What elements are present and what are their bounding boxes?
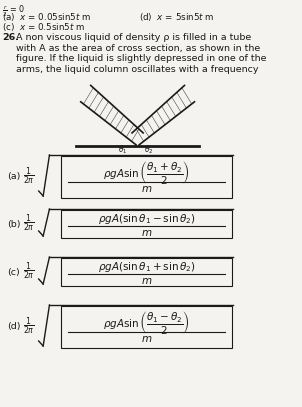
- Text: $\frac{1}{2\pi}$: $\frac{1}{2\pi}$: [23, 165, 35, 187]
- Text: $\rho gA \sin\left(\dfrac{\theta_1+\theta_2}{2}\right)$: $\rho gA \sin\left(\dfrac{\theta_1+\thet…: [103, 159, 190, 186]
- Text: $m$: $m$: [141, 276, 152, 286]
- Text: (d)  $x$ = 5sin5$t$ m: (d) $x$ = 5sin5$t$ m: [140, 11, 215, 23]
- Text: $m$: $m$: [141, 228, 152, 238]
- Bar: [61, 306, 232, 348]
- Text: $\frac{r}{2}$ = 0: $\frac{r}{2}$ = 0: [2, 3, 25, 19]
- Text: with A as the area of cross section, as shown in the: with A as the area of cross section, as …: [16, 44, 260, 53]
- Text: $\frac{1}{2\pi}$: $\frac{1}{2\pi}$: [23, 315, 35, 337]
- Bar: [61, 210, 232, 238]
- Text: $m$: $m$: [141, 184, 152, 194]
- Text: $\rho gA(\sin\theta_1 - \sin\theta_2)$: $\rho gA(\sin\theta_1 - \sin\theta_2)$: [98, 212, 195, 226]
- Text: figure. If the liquid is slightly depressed in one of the: figure. If the liquid is slightly depres…: [16, 54, 267, 63]
- Text: $\frac{1}{2\pi}$: $\frac{1}{2\pi}$: [23, 212, 35, 234]
- Text: A non viscous liquid of density ρ is filled in a tube: A non viscous liquid of density ρ is fil…: [16, 33, 252, 42]
- Text: $\rho gA \sin\left(\dfrac{\theta_1-\theta_2}{2}\right)$: $\rho gA \sin\left(\dfrac{\theta_1-\thet…: [103, 309, 190, 336]
- Text: $\rho gA(\sin\theta_1 + \sin\theta_2)$: $\rho gA(\sin\theta_1 + \sin\theta_2)$: [98, 260, 195, 274]
- Text: (c)  $x$ = 0.5sin5$t$ m: (c) $x$ = 0.5sin5$t$ m: [2, 21, 85, 33]
- Bar: [61, 156, 232, 198]
- Text: (d): (d): [7, 322, 21, 331]
- Text: (a): (a): [7, 173, 21, 182]
- Text: (b): (b): [7, 219, 21, 228]
- Text: $\frac{1}{2\pi}$: $\frac{1}{2\pi}$: [23, 260, 35, 282]
- Text: 26.: 26.: [2, 33, 19, 42]
- Text: arms, the liquid column oscillates with a frequency: arms, the liquid column oscillates with …: [16, 64, 259, 74]
- Text: (c): (c): [7, 267, 20, 276]
- Text: $\theta_2$: $\theta_2$: [144, 143, 153, 155]
- Text: $\theta_1$: $\theta_1$: [118, 143, 128, 155]
- Text: (a)  $x$ = 0.05sin5$t$ m: (a) $x$ = 0.05sin5$t$ m: [2, 11, 91, 23]
- Bar: [61, 258, 232, 286]
- Text: $m$: $m$: [141, 334, 152, 344]
